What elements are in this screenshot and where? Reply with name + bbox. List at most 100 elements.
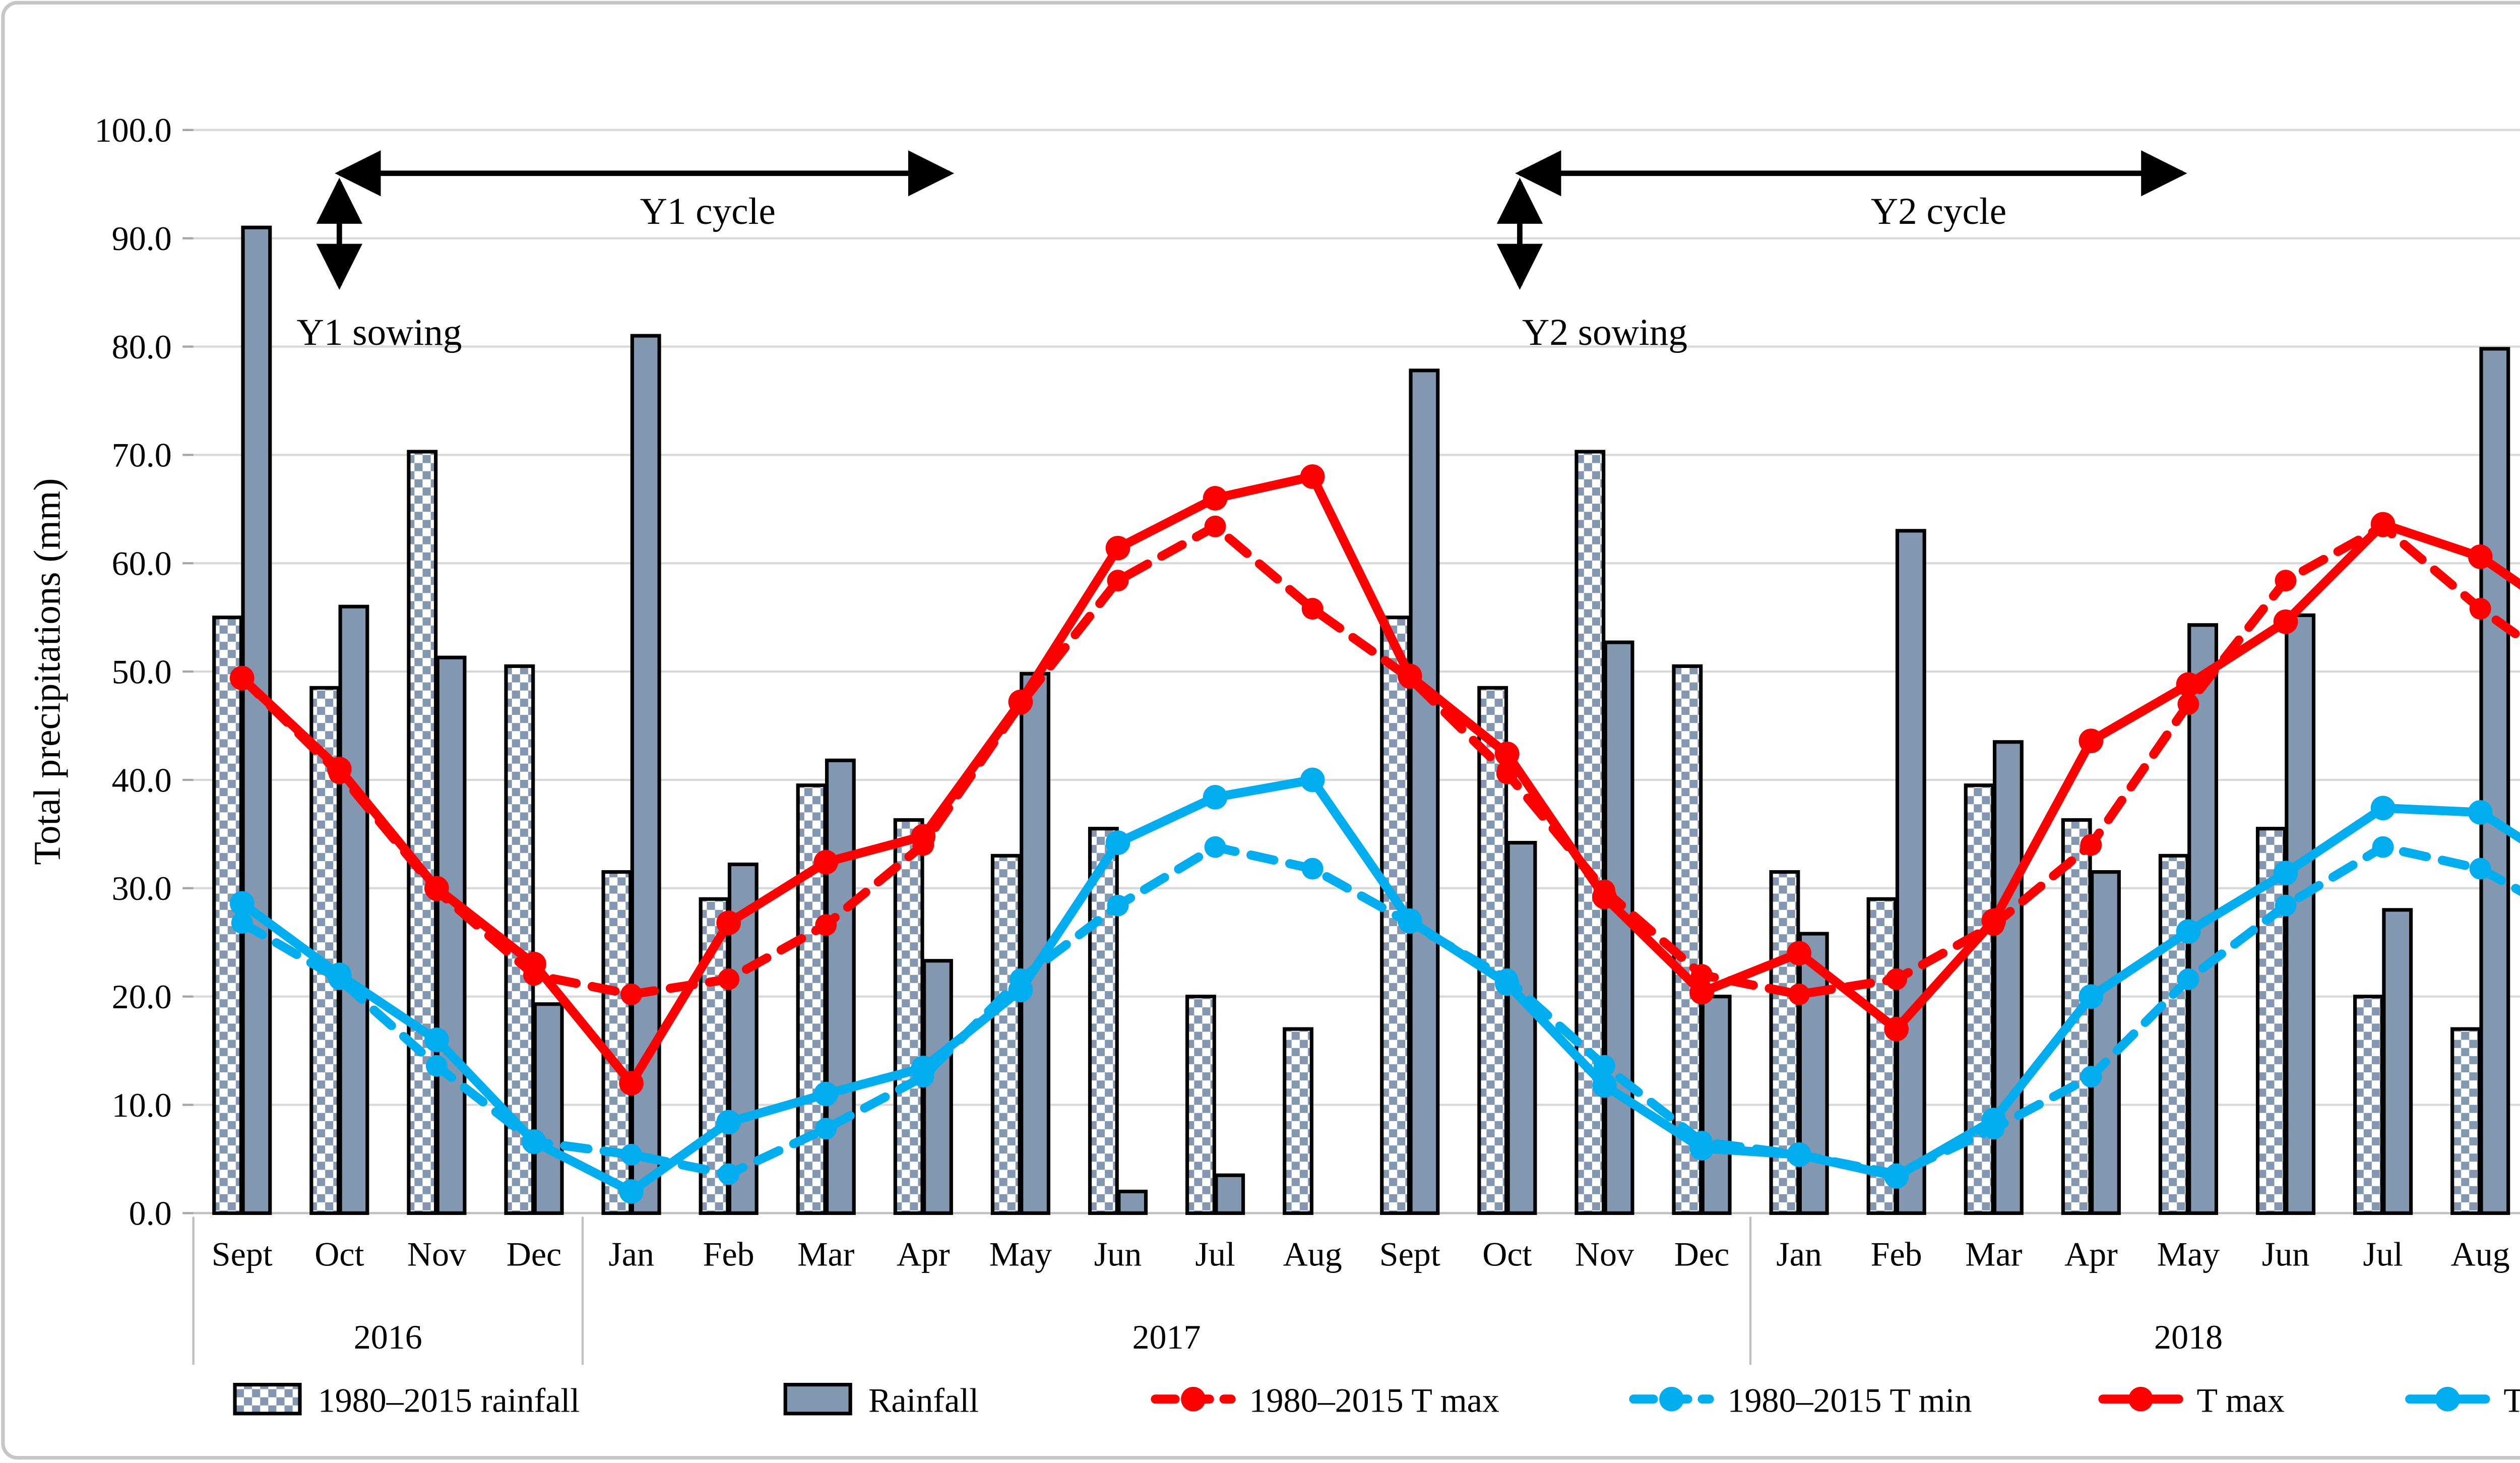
legend-swatch-dot xyxy=(2128,1386,2153,1412)
legend: 1980–2015 rainfall Rainfall 1980–2015 T ma… xyxy=(233,1381,2520,1419)
legend-swatch-solid-bar xyxy=(783,1383,852,1416)
bar-1980-2015-rainfall xyxy=(1185,995,1216,1215)
data-point xyxy=(1301,858,1324,880)
left-axis-tick-label: 10.0 xyxy=(112,1086,172,1124)
data-point xyxy=(815,914,837,936)
left-axis-tick-label: 60.0 xyxy=(112,544,172,583)
data-point xyxy=(1885,968,1908,990)
bar-rainfall xyxy=(2382,908,2413,1215)
data-point xyxy=(1008,978,1033,1003)
year-label-2018: 2018 xyxy=(2154,1318,2223,1356)
legend-swatch-checkered-bar xyxy=(233,1383,302,1416)
data-point xyxy=(911,1056,936,1080)
data-point xyxy=(718,1163,740,1185)
data-point xyxy=(327,962,352,988)
data-point xyxy=(2080,834,2102,856)
legend-label: T max xyxy=(2197,1381,2285,1419)
data-point xyxy=(2275,894,2297,917)
bar-rainfall xyxy=(1020,672,1051,1215)
data-point xyxy=(1592,884,1617,909)
month-label: Oct xyxy=(1482,1235,1532,1273)
data-point xyxy=(1884,1164,1909,1189)
data-point xyxy=(1788,983,1810,1005)
legend-label: 1980–2015 T min xyxy=(1728,1381,1972,1419)
data-point xyxy=(813,849,839,875)
data-point xyxy=(2468,800,2493,825)
data-point xyxy=(522,1129,546,1154)
data-point xyxy=(1105,830,1130,855)
bar-1980-2015-rainfall xyxy=(990,854,1022,1215)
data-point xyxy=(424,1027,449,1052)
bar-1980-2015-rainfall xyxy=(893,818,924,1215)
data-point xyxy=(2370,796,2396,821)
data-point xyxy=(1494,971,1520,996)
left-axis-tick-label: 40.0 xyxy=(112,761,172,799)
legend-item: 1980–2015 rainfall xyxy=(233,1381,580,1419)
data-point xyxy=(1008,689,1033,714)
data-point xyxy=(619,1071,644,1095)
bar-1980-2015-rainfall xyxy=(1672,664,1703,1215)
bar-1980-2015-rainfall xyxy=(1283,1027,1313,1215)
month-label: May xyxy=(2157,1235,2220,1273)
data-point xyxy=(424,876,449,901)
data-point xyxy=(229,891,255,916)
month-label: Aug xyxy=(2451,1235,2510,1273)
data-point xyxy=(2078,728,2104,753)
data-point xyxy=(815,1118,837,1140)
month-label: Mar xyxy=(797,1235,855,1273)
left-axis-tick-label: 100.0 xyxy=(95,111,172,149)
data-point xyxy=(1204,836,1226,858)
legend-item: T max xyxy=(2098,1381,2285,1419)
month-label: Apr xyxy=(897,1235,950,1273)
legend-item: 1980–2015 T min xyxy=(1629,1381,1972,1419)
data-point xyxy=(522,951,546,977)
data-point xyxy=(1203,785,1228,810)
left-axis-tick-label: 0.0 xyxy=(129,1194,172,1233)
left-axis-tick-label: 30.0 xyxy=(112,869,172,907)
data-point xyxy=(619,1179,644,1204)
y1-cycle-label: Y1 cycle xyxy=(640,191,776,232)
data-point xyxy=(1884,1016,1909,1042)
data-point xyxy=(716,1110,741,1135)
data-point xyxy=(2372,836,2394,858)
data-point xyxy=(2468,544,2493,569)
line-series xyxy=(229,464,2520,1204)
data-point xyxy=(620,1143,643,1166)
month-label: Sept xyxy=(1379,1235,1440,1273)
bar-1980-2015-rainfall xyxy=(796,783,827,1215)
year-separators xyxy=(192,1216,1752,1365)
data-point xyxy=(327,757,352,781)
data-point xyxy=(1397,663,1422,689)
bar-1980-2015-rainfall xyxy=(1088,827,1119,1215)
data-point xyxy=(2177,968,2199,990)
data-point xyxy=(1204,515,1226,537)
y2-sowing-label: Y2 sowing xyxy=(1522,312,1687,353)
bar-rainfall xyxy=(1409,369,1440,1215)
data-point xyxy=(1981,908,2006,933)
data-point xyxy=(2469,598,2491,620)
legend-item: Rainfall xyxy=(783,1381,979,1419)
bar-1980-2015-rainfall xyxy=(407,450,438,1215)
legend-label: 1980–2015 T max xyxy=(1249,1381,1499,1419)
data-point xyxy=(2176,919,2201,944)
axis-ticks xyxy=(182,129,194,1214)
bar-rainfall xyxy=(1992,740,2024,1215)
bar-rainfall xyxy=(435,655,467,1215)
bar-rainfall xyxy=(1798,932,1829,1215)
left-axis-title: Total precipitations (mm) xyxy=(27,478,69,865)
data-point xyxy=(2176,672,2201,697)
data-point xyxy=(1107,570,1129,592)
bar-rainfall xyxy=(1117,1189,1148,1215)
month-label: Jul xyxy=(1195,1235,1235,1273)
legend-item: T min xyxy=(2405,1381,2520,1419)
bar-rainfall xyxy=(338,604,369,1215)
data-point xyxy=(425,1055,448,1077)
data-point xyxy=(2370,512,2396,537)
data-point xyxy=(1203,485,1228,511)
year-label-2017: 2017 xyxy=(1132,1318,1201,1356)
data-point xyxy=(1397,908,1422,933)
data-point xyxy=(620,983,643,1005)
bar-1980-2015-rainfall xyxy=(2158,854,2189,1215)
left-axis-tick-label: 20.0 xyxy=(112,978,172,1016)
